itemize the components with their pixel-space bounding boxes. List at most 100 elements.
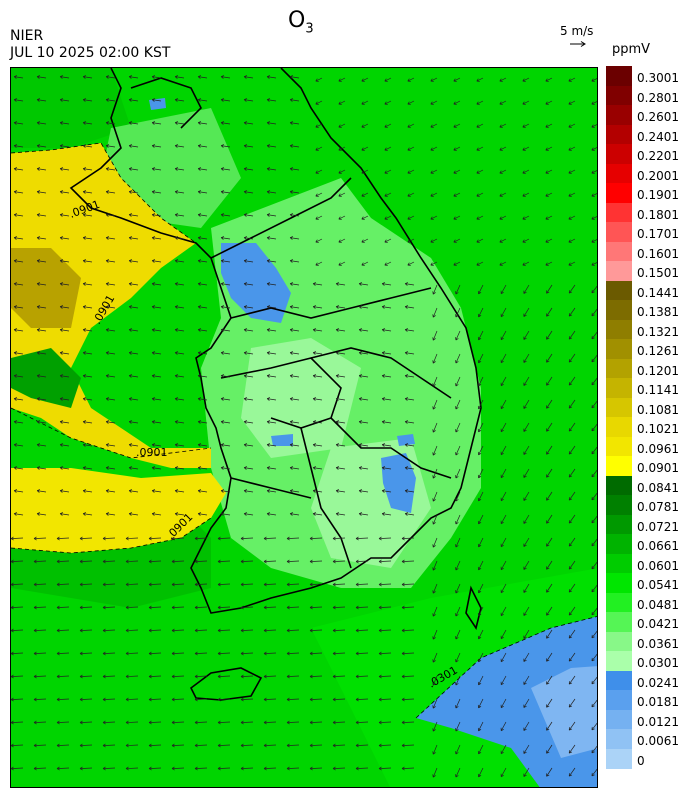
wind-arrow-icon	[407, 100, 415, 105]
wind-arrow-icon	[476, 261, 484, 266]
wind-arrow-icon	[105, 443, 116, 447]
wind-arrow-icon	[105, 328, 116, 332]
ozone-map[interactable]: .0901 .0901 .0901 .0901 .0301	[10, 67, 598, 788]
wind-arrow-icon	[105, 259, 116, 263]
wind-arrow-icon	[13, 443, 24, 447]
wind-arrow-icon	[243, 75, 254, 79]
wind-arrow-icon	[401, 720, 415, 725]
legend-swatch	[606, 553, 632, 574]
wind-arrow-icon	[59, 443, 70, 447]
legend-swatch	[606, 144, 632, 164]
wind-arrow-icon	[335, 489, 346, 493]
wind-arrow-icon	[36, 374, 47, 378]
wind-arrow-icon	[266, 98, 277, 102]
legend-swatch	[606, 495, 632, 515]
wind-arrow-icon	[355, 559, 369, 564]
wind-arrow-icon	[384, 146, 392, 151]
legend-swatch	[606, 436, 632, 457]
wind-arrow-icon	[128, 328, 139, 332]
wind-arrow-icon	[545, 146, 553, 151]
wind-arrow-icon	[128, 466, 139, 470]
wind-arrow-icon	[13, 190, 24, 194]
wind-arrow-icon	[338, 261, 346, 266]
wind-arrow-icon	[105, 489, 116, 493]
wind-arrow-icon	[59, 489, 70, 493]
wind-arrow-icon	[332, 743, 346, 748]
wind-arrow-icon	[171, 743, 185, 748]
legend-tick-label: 0.0781	[637, 500, 679, 514]
wind-arrow-icon	[523, 353, 530, 363]
wind-arrow-icon	[404, 489, 415, 493]
wind-arrow-icon	[148, 720, 162, 725]
legend-tick-label: 0.1801	[637, 207, 679, 222]
wind-arrow-icon	[453, 77, 461, 82]
wind-arrow-icon	[102, 536, 116, 541]
wind-arrow-icon	[312, 351, 323, 355]
wind-arrow-icon	[243, 167, 254, 171]
legend-swatch	[606, 612, 632, 632]
wind-arrow-icon	[59, 98, 70, 102]
wind-arrow-icon	[500, 491, 507, 502]
wind-arrow-icon	[546, 468, 553, 478]
wind-arrow-icon	[315, 215, 323, 220]
wind-arrow-icon	[500, 330, 507, 341]
wind-arrow-icon	[220, 305, 231, 309]
wind-arrow-icon	[194, 697, 208, 702]
wind-arrow-icon	[33, 674, 47, 679]
wind-arrow-icon	[151, 98, 162, 102]
wind-arrow-icon	[148, 559, 162, 564]
wind-arrow-icon	[477, 560, 484, 571]
wind-arrow-icon	[102, 743, 116, 748]
wind-arrow-icon	[523, 583, 530, 593]
wind-arrow-icon	[477, 583, 484, 594]
wind-arrow-icon	[381, 397, 392, 401]
wind-arrow-icon	[56, 697, 70, 702]
wind-arrow-icon	[197, 75, 208, 79]
wind-arrow-icon	[378, 720, 392, 725]
wind-arrow-icon	[128, 236, 139, 240]
wind-arrow-icon	[174, 259, 185, 263]
wind-arrow-icon	[591, 469, 597, 478]
wind-arrow-icon	[404, 351, 415, 355]
wind-arrow-icon	[79, 720, 93, 725]
wind-arrow-icon	[332, 674, 346, 679]
legend-swatch	[606, 592, 632, 613]
wind-arrow-icon	[36, 98, 47, 102]
wind-arrow-icon	[82, 420, 93, 424]
wind-arrow-icon	[59, 420, 70, 424]
wind-arrow-icon	[477, 376, 484, 387]
wind-arrow-icon	[243, 489, 254, 493]
wind-arrow-icon	[591, 699, 597, 708]
wind-arrow-icon	[378, 559, 392, 564]
wind-arrow-icon	[332, 536, 346, 541]
wind-arrow-icon	[522, 146, 530, 151]
wind-arrow-icon	[312, 489, 323, 493]
wind-arrow-icon	[500, 698, 507, 709]
wind-arrow-icon	[432, 652, 438, 663]
legend-swatch	[606, 456, 632, 476]
wind-arrow-icon	[151, 489, 162, 493]
wind-arrow-icon	[148, 697, 162, 702]
wind-arrow-icon	[289, 397, 300, 401]
wind-arrow-icon	[568, 767, 576, 777]
wind-arrow-icon	[381, 374, 392, 378]
wind-arrow-icon	[404, 466, 415, 470]
wind-arrow-icon	[128, 397, 139, 401]
wind-arrow-icon	[125, 559, 139, 564]
wind-arrow-icon	[240, 536, 254, 541]
legend-tick-label: 0.0241	[637, 675, 679, 690]
wind-arrow-icon	[263, 651, 277, 656]
wind-arrow-icon	[11, 697, 24, 702]
wind-arrow-icon	[82, 213, 93, 217]
wind-arrow-icon	[378, 605, 392, 610]
wind-arrow-icon	[13, 374, 24, 378]
legend-tick-label: 0	[637, 753, 645, 768]
wind-arrow-icon	[128, 374, 139, 378]
wind-arrow-icon	[477, 767, 484, 778]
wind-arrow-icon	[455, 468, 461, 479]
wind-arrow-icon	[289, 489, 300, 493]
wind-arrow-icon	[401, 605, 415, 610]
legend-tick-label: 0.1021	[637, 422, 679, 436]
wind-arrow-icon	[545, 261, 553, 266]
legend-tick-label: 0.0481	[637, 597, 679, 612]
